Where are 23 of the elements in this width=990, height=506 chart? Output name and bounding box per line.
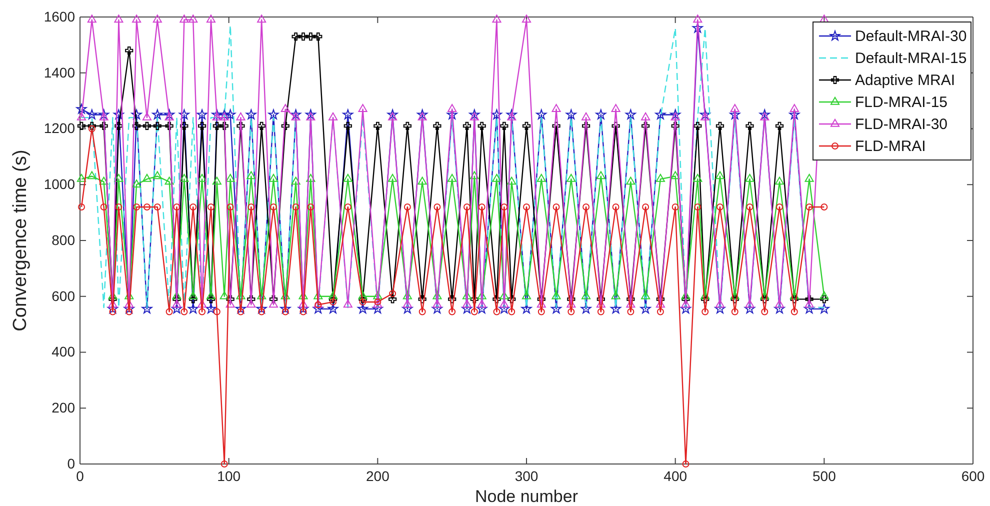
y-tick-label: 1000: [44, 176, 76, 192]
y-tick-label: 400: [52, 344, 76, 360]
y-tick-label: 800: [52, 232, 76, 248]
y-tick-label: 1400: [44, 64, 76, 80]
y-axis-title: Convergence time (s): [10, 150, 31, 332]
legend-label: FLD-MRAI: [855, 138, 926, 155]
x-tick-label: 600: [961, 468, 985, 484]
y-tick-label: 1200: [44, 120, 76, 136]
y-tick-label: 600: [52, 288, 76, 304]
x-tick-label: 500: [812, 468, 836, 484]
x-tick-label: 200: [366, 468, 390, 484]
legend-label: Default-MRAI-15: [855, 50, 967, 67]
y-tick-label: 0: [67, 455, 76, 472]
x-tick-label: 400: [664, 468, 688, 484]
legend-label: Default-MRAI-30: [855, 28, 967, 45]
legend-label: FLD-MRAI-15: [855, 94, 948, 111]
legend-label: Adaptive MRAI: [855, 72, 956, 89]
x-tick-label: 100: [217, 468, 241, 484]
y-tick-label: 1600: [44, 8, 76, 24]
x-axis-title: Node number: [474, 487, 578, 506]
x-tick-label: 300: [514, 468, 538, 484]
y-tick-label: 200: [52, 400, 76, 416]
legend-label: FLD-MRAI-30: [855, 116, 948, 133]
